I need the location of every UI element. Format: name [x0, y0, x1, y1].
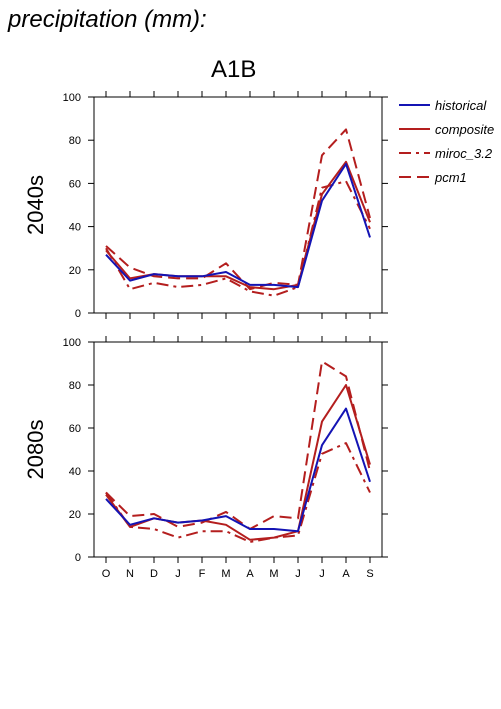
legend-label: historical [435, 98, 487, 113]
series-line-pcm1 [105, 128, 371, 291]
x-tick-label: N [126, 568, 134, 580]
scenario-title: A1B [211, 56, 257, 83]
legend: historical composite miroc_3.2 pcm1 [399, 98, 494, 185]
x-tick-label: J [319, 568, 325, 580]
panel-2040s: 0 20 40 60 80 100 2040s [23, 91, 388, 320]
panel-ylabel: 2040s [23, 175, 48, 235]
y-tick-label: 20 [69, 509, 81, 521]
x-tick-label: S [366, 568, 373, 580]
legend-label: miroc_3.2 [435, 146, 493, 161]
legend-label: pcm1 [434, 170, 467, 185]
series-line-miroc-3-2 [105, 180, 371, 297]
y-tick-label: 100 [63, 337, 81, 349]
x-tick-label: A [342, 568, 350, 580]
plot-frame [93, 341, 383, 558]
legend-label: composite [435, 122, 494, 137]
x-tick-label: J [175, 568, 181, 580]
x-tick-label: D [150, 568, 158, 580]
panel-2080s: 0 20 40 60 80 100 O N D J F M A M J J A S 2080s [23, 336, 388, 580]
y-tick-label: 60 [69, 423, 81, 435]
x-tick-label: J [295, 568, 301, 580]
panel-ylabel: 2080s [23, 420, 48, 480]
y-tick-label: 100 [63, 92, 81, 104]
x-tick-label: M [269, 568, 278, 580]
series-line-miroc-3-2 [105, 442, 371, 543]
x-tick-label: F [199, 568, 206, 580]
series-line-composite [105, 160, 371, 291]
series-line-pcm1 [105, 360, 371, 530]
y-tick-label: 0 [75, 552, 81, 564]
plot-frame [93, 96, 383, 314]
x-tick-label: O [102, 568, 111, 580]
y-tick-label: 40 [69, 222, 81, 234]
y-tick-label: 80 [69, 135, 81, 147]
series-line-historical [105, 407, 371, 533]
y-tick-label: 80 [69, 380, 81, 392]
figure-header: precipitation (mm): [8, 6, 207, 33]
x-tick-label: M [221, 568, 230, 580]
y-tick-label: 60 [69, 178, 81, 190]
y-tick-label: 20 [69, 265, 81, 277]
y-tick-label: 0 [75, 308, 81, 320]
series-line-historical [105, 163, 371, 289]
x-tick-label: A [246, 568, 254, 580]
series-line-composite [105, 384, 371, 541]
y-tick-label: 40 [69, 466, 81, 478]
